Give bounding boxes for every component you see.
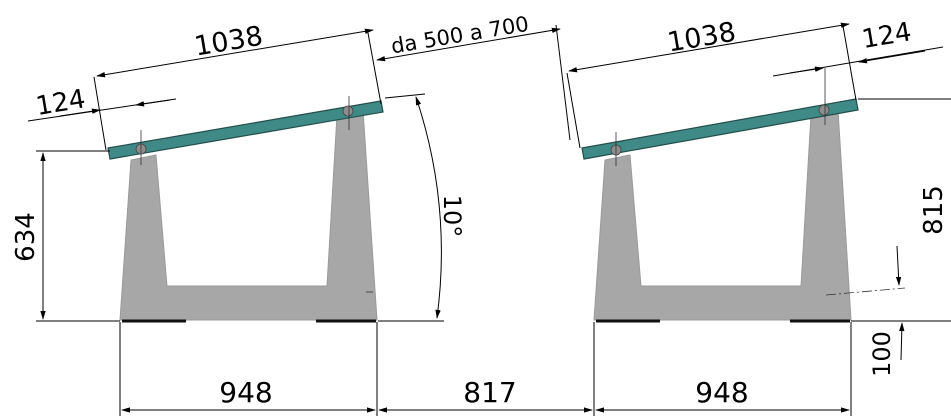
dim-right-overhang: 124 bbox=[772, 17, 944, 77]
dim-right-base-offset: 100 bbox=[868, 245, 905, 377]
label-left-overhang: 124 bbox=[34, 84, 88, 122]
label-gap-range: da 500 a 700 bbox=[389, 12, 530, 59]
right-tick-mark bbox=[825, 287, 906, 296]
right-solar-panel bbox=[581, 98, 859, 160]
left-assembly bbox=[107, 96, 384, 323]
left-concrete-base bbox=[119, 109, 378, 321]
label-right-height: 815 bbox=[919, 185, 949, 235]
left-solar-panel bbox=[107, 100, 384, 160]
right-assembly bbox=[581, 68, 906, 323]
label-right-overhang: 124 bbox=[860, 17, 914, 55]
label-gap-between-bases: 817 bbox=[463, 376, 516, 409]
dim-bottom-row: 948 817 948 bbox=[119, 322, 852, 416]
dim-left-height: 634 bbox=[11, 150, 120, 322]
label-left-panel-length: 1038 bbox=[192, 21, 265, 63]
label-right-panel-length: 1038 bbox=[665, 17, 738, 59]
label-left-base-width: 948 bbox=[219, 376, 272, 409]
dim-tilt-angle: 10° bbox=[378, 93, 466, 322]
dim-gap-range: da 500 a 700 bbox=[376, 12, 571, 141]
label-left-height: 634 bbox=[11, 212, 41, 262]
label-right-base-offset: 100 bbox=[868, 331, 896, 377]
label-tilt-angle: 10° bbox=[438, 195, 466, 238]
dim-right-height: 815 bbox=[851, 98, 951, 322]
left-bolt-rear bbox=[342, 105, 354, 117]
right-concrete-base bbox=[593, 109, 852, 321]
right-bolt-rear bbox=[818, 104, 830, 116]
label-right-base-width: 948 bbox=[695, 376, 748, 409]
dim-left-overhang: 124 bbox=[27, 84, 177, 122]
